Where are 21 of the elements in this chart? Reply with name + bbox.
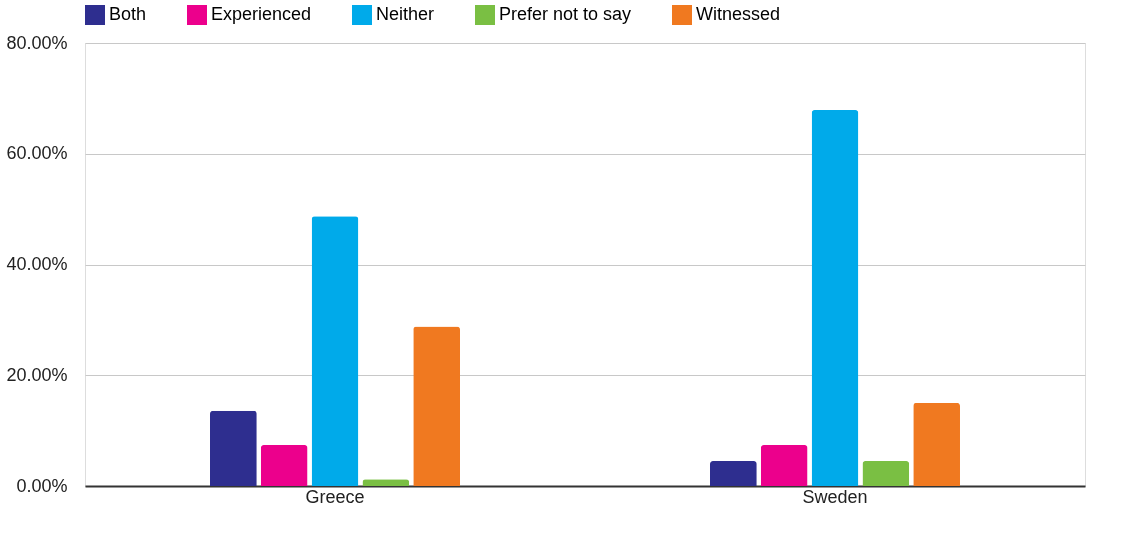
bar — [862, 461, 910, 486]
bar — [260, 445, 308, 486]
x-tick-label: Greece — [305, 486, 365, 507]
y-tick-label: 60.00% — [6, 143, 68, 164]
legend-label: Experienced — [211, 4, 312, 24]
y-tick-label: 80.00% — [6, 32, 68, 53]
y-tick-label: 40.00% — [6, 254, 68, 274]
y-tick-label: 0.00% — [16, 475, 68, 496]
bar — [210, 410, 257, 486]
legend-label: Both — [109, 4, 147, 24]
bar — [311, 216, 359, 486]
legend-label: Neither — [376, 4, 435, 24]
bar — [760, 445, 808, 486]
x-tick-label: Sweden — [802, 486, 868, 507]
bar — [413, 326, 460, 486]
legend-label: Prefer not to say — [499, 4, 632, 24]
bar — [811, 110, 859, 486]
bar — [913, 402, 960, 486]
y-tick-label: 20.00% — [6, 364, 68, 385]
legend-label: Witnessed — [696, 4, 781, 24]
bar — [710, 461, 757, 486]
